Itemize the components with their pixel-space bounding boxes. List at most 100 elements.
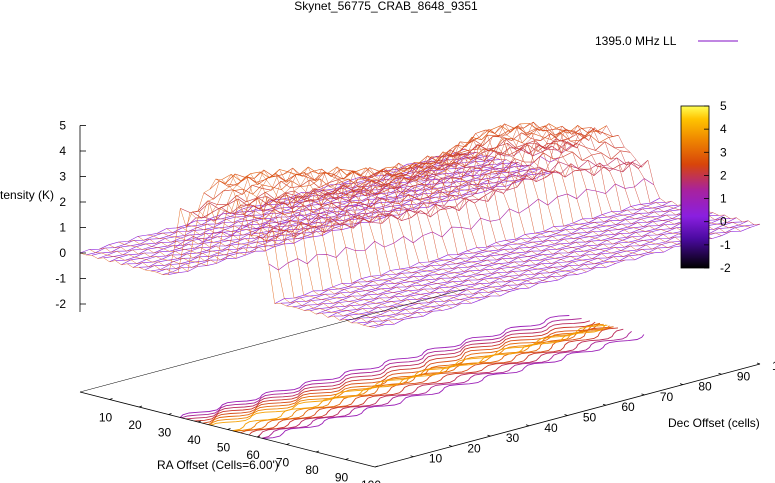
y-tick bbox=[641, 393, 645, 396]
y-tick-label: 30 bbox=[506, 431, 520, 445]
x-tick bbox=[315, 450, 320, 453]
colorbar-tick-label: -2 bbox=[720, 261, 731, 275]
y-tick bbox=[487, 434, 491, 437]
contour-line bbox=[257, 328, 624, 438]
axes: 543210-1-2102030405060708090100102030405… bbox=[55, 119, 775, 483]
x-axis-label: RA Offset (Cells=6.00') bbox=[157, 458, 279, 472]
mesh-line-dec bbox=[214, 170, 510, 292]
mesh-line-dec bbox=[185, 168, 481, 300]
mesh-line-ra bbox=[310, 207, 696, 311]
mesh-line-dec bbox=[147, 171, 443, 311]
x-tick bbox=[256, 435, 261, 438]
contour-line bbox=[179, 315, 570, 418]
x-tick bbox=[197, 420, 202, 423]
mesh-line-ra bbox=[351, 217, 737, 324]
y-axis-label: Dec Offset (cells) bbox=[668, 416, 760, 430]
back-axis-line bbox=[79, 288, 466, 393]
x-tick-label: 30 bbox=[158, 426, 172, 440]
x-tick bbox=[168, 413, 172, 415]
y-tick bbox=[602, 403, 607, 406]
mesh-line-dec bbox=[358, 125, 655, 254]
y-tick-label: 50 bbox=[583, 411, 597, 425]
mesh-line-dec bbox=[224, 167, 520, 290]
colorbar-tick-label: 5 bbox=[720, 99, 727, 113]
mesh-line-dec bbox=[339, 133, 636, 261]
mesh-line-dec bbox=[137, 168, 433, 313]
surface-mesh bbox=[79, 121, 761, 328]
mesh-line-dec bbox=[253, 166, 549, 282]
mesh-line-dec bbox=[108, 173, 404, 320]
mesh-line-dec bbox=[291, 155, 587, 273]
mesh-line-dec bbox=[397, 121, 693, 245]
mesh-line-dec bbox=[368, 123, 664, 253]
z-tick-label: 2 bbox=[59, 195, 66, 209]
mesh-line-dec bbox=[349, 129, 645, 256]
x-tick bbox=[286, 443, 290, 445]
mesh-line-dec bbox=[387, 123, 684, 246]
x-tick-label: 90 bbox=[335, 471, 349, 483]
x-tick-label: 70 bbox=[276, 456, 290, 470]
mesh-line-dec bbox=[166, 166, 462, 305]
contour-projection bbox=[179, 315, 645, 439]
x-tick-label: 80 bbox=[305, 463, 319, 477]
mesh-line-dec bbox=[464, 125, 761, 225]
contour-line bbox=[261, 331, 632, 439]
colorbar-tick-label: -1 bbox=[720, 238, 731, 252]
x-tick bbox=[345, 458, 349, 460]
mesh-line-dec bbox=[416, 129, 713, 239]
y-tick bbox=[679, 383, 684, 385]
z-axis-label: Intensity (K) bbox=[0, 188, 54, 202]
y-tick-label: 90 bbox=[737, 369, 751, 383]
legend-label: 1395.0 MHz LL bbox=[595, 34, 677, 48]
mesh-line-dec bbox=[282, 162, 578, 275]
mesh-line-dec bbox=[195, 166, 491, 298]
contour-line bbox=[202, 322, 600, 424]
contour-line bbox=[209, 323, 604, 426]
contour-line bbox=[193, 321, 596, 422]
x-tick-label: 60 bbox=[246, 448, 260, 462]
x-tick bbox=[109, 398, 113, 400]
colorbar-tick-label: 0 bbox=[720, 215, 727, 229]
x-tick-label: 10 bbox=[99, 411, 113, 425]
y-tick bbox=[525, 424, 530, 427]
contour-line bbox=[240, 326, 614, 434]
y-tick bbox=[448, 445, 453, 447]
mesh-line-dec bbox=[128, 169, 424, 317]
x-tick-label: 50 bbox=[217, 441, 231, 455]
contour-line bbox=[210, 324, 608, 426]
y-tick-label: 40 bbox=[544, 421, 558, 435]
mesh-line-dec bbox=[407, 123, 703, 241]
z-tick-label: 1 bbox=[59, 221, 66, 235]
mesh-line-dec bbox=[118, 171, 414, 318]
mesh-line-dec bbox=[320, 144, 616, 264]
y-tick-label: 100 bbox=[772, 359, 775, 373]
z-tick-label: -2 bbox=[55, 297, 66, 311]
y-tick-label: 20 bbox=[467, 441, 481, 455]
y-tick-label: 10 bbox=[429, 452, 443, 466]
contour-line bbox=[232, 325, 610, 432]
x-tick bbox=[374, 465, 379, 468]
colorbar bbox=[680, 105, 710, 269]
y-tick bbox=[564, 414, 568, 416]
contour-line bbox=[248, 327, 619, 436]
contour-line bbox=[181, 318, 582, 419]
z-tick-label: 0 bbox=[59, 246, 66, 260]
x-tick-label: 40 bbox=[187, 433, 201, 447]
x-tick-label: 100 bbox=[361, 478, 381, 483]
mesh-line-dec bbox=[301, 151, 597, 269]
colorbar-tick-label: 4 bbox=[720, 122, 727, 136]
contour-line bbox=[185, 320, 591, 420]
colorbar-tick-label: 2 bbox=[720, 168, 727, 182]
mesh-line-dec bbox=[99, 173, 395, 325]
y-tick-label: 60 bbox=[621, 400, 635, 414]
colorbar-tick-label: 1 bbox=[720, 192, 727, 206]
mesh-line-ra bbox=[304, 207, 690, 311]
z-tick-label: 3 bbox=[59, 170, 66, 184]
z-tick-label: -1 bbox=[55, 272, 66, 286]
y-tick-label: 70 bbox=[660, 390, 674, 404]
y-tick-label: 80 bbox=[698, 380, 712, 394]
y-tick bbox=[718, 372, 722, 375]
z-tick-label: 4 bbox=[59, 144, 66, 158]
contour-line bbox=[262, 334, 645, 439]
